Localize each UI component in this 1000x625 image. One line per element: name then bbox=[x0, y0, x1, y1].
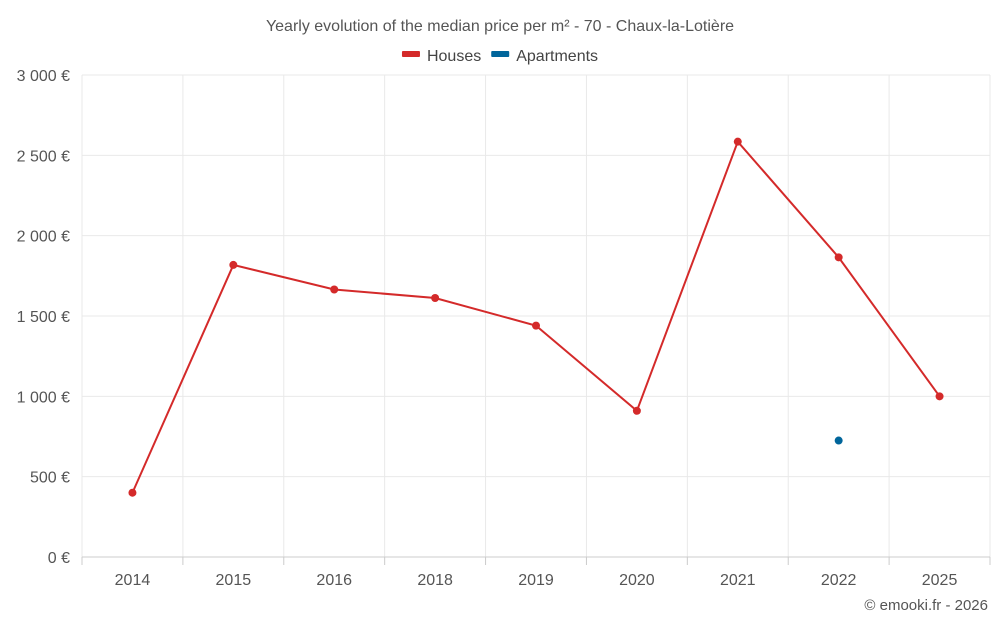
y-tick-label: 0 € bbox=[48, 550, 70, 567]
x-tick-label: 2019 bbox=[518, 572, 554, 589]
x-tick-label: 2021 bbox=[720, 572, 756, 589]
y-tick-label: 500 € bbox=[30, 470, 70, 487]
data-point-houses[interactable] bbox=[128, 488, 137, 497]
y-tick-label: 3 000 € bbox=[17, 68, 70, 85]
data-point-houses[interactable] bbox=[532, 321, 540, 330]
data-point-houses[interactable] bbox=[935, 392, 944, 401]
y-axis: 0 € 500 € 1 000 € 1 500 € 2 000 € 2 500 € 3 00… bbox=[17, 68, 70, 567]
grid bbox=[81, 74, 991, 557]
legend-label: Apartments bbox=[516, 48, 598, 65]
legend-item-houses[interactable]: Houses bbox=[401, 48, 481, 65]
x-tick-label: 2015 bbox=[216, 572, 252, 589]
data-point-houses[interactable] bbox=[834, 253, 843, 262]
legend-label: Houses bbox=[427, 48, 481, 65]
legend-swatch bbox=[401, 51, 420, 57]
chart-title: Yearly evolution of the median price per… bbox=[266, 18, 734, 35]
x-tick-label: 2018 bbox=[417, 572, 453, 589]
x-tick-label: 2022 bbox=[821, 572, 857, 589]
y-tick-label: 2 500 € bbox=[17, 148, 70, 165]
x-tick-label: 2016 bbox=[316, 572, 352, 589]
data-point-apartments[interactable] bbox=[834, 436, 843, 445]
data-point-houses[interactable] bbox=[330, 285, 339, 294]
x-axis: 2014 2015 2016 2018 2019 2020 2021 2022 2025 bbox=[81, 556, 991, 589]
data-point-houses[interactable] bbox=[229, 260, 238, 269]
legend-swatch bbox=[491, 51, 510, 57]
y-tick-label: 1 500 € bbox=[17, 309, 70, 326]
x-tick-label: 2025 bbox=[922, 572, 958, 589]
data-point-houses[interactable] bbox=[733, 137, 742, 146]
series bbox=[128, 137, 944, 497]
y-tick-label: 2 000 € bbox=[17, 229, 70, 246]
data-point-houses[interactable] bbox=[632, 406, 641, 415]
x-tick-label: 2014 bbox=[115, 572, 151, 589]
x-tick-label: 2020 bbox=[619, 572, 655, 589]
series-line-houses bbox=[131, 139, 941, 494]
credit-text: © emooki.fr - 2026 bbox=[864, 597, 988, 614]
y-tick-label: 1 000 € bbox=[17, 389, 70, 406]
data-point-houses[interactable] bbox=[431, 294, 440, 303]
legend: Houses Apartments bbox=[401, 48, 598, 65]
legend-item-apartments[interactable]: Apartments bbox=[491, 48, 598, 65]
